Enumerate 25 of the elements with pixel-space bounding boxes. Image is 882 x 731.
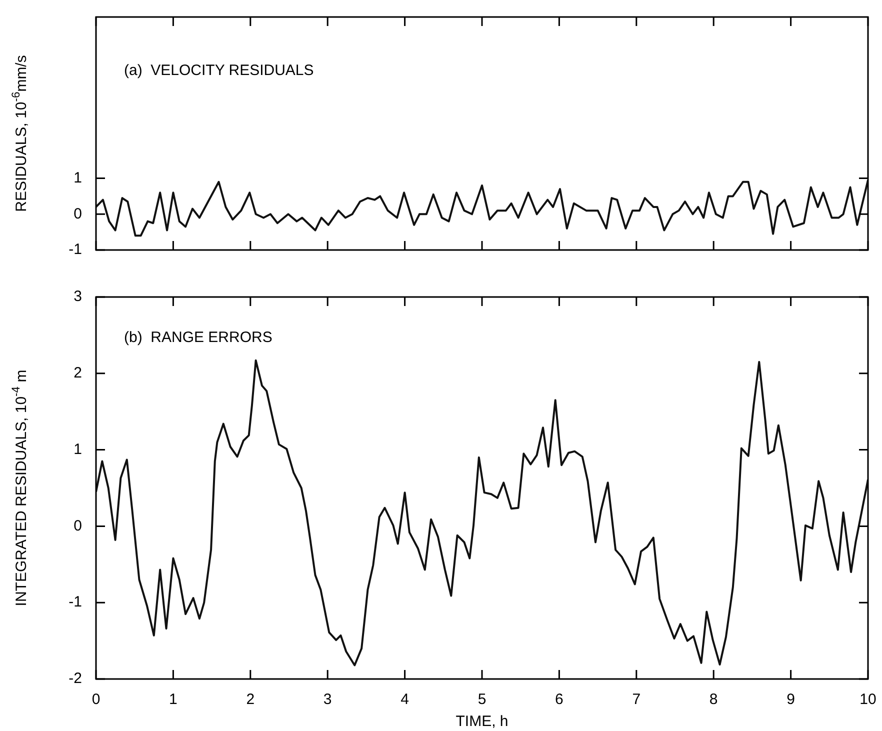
x-tick-label: 7 xyxy=(632,691,641,708)
y-axis-title: RESIDUALS, 10-6mm/s xyxy=(10,55,30,212)
x-tick-label: 0 xyxy=(92,691,100,708)
y-tick-label: 2 xyxy=(74,364,82,382)
y-tick-label: 0 xyxy=(74,517,82,534)
text: (a) VELOCITY RESIDUALS xyxy=(124,62,314,79)
x-tick-label: 3 xyxy=(323,691,332,708)
y-tick-label: -1 xyxy=(68,594,82,611)
x-tick-label: 1 xyxy=(169,691,178,708)
x-tick-label: 6 xyxy=(555,691,564,708)
y-tick-label: 0 xyxy=(74,205,82,222)
x-axis-title: TIME, h xyxy=(456,713,508,730)
y-tick-label: 3 xyxy=(74,288,82,306)
y-tick-label: -2 xyxy=(68,670,82,688)
x-tick-label: 5 xyxy=(478,691,486,708)
y-tick-label: 1 xyxy=(74,440,82,458)
y-tick-label: 1 xyxy=(74,169,82,186)
y-tick-label: -1 xyxy=(68,241,82,258)
x-tick-label: 8 xyxy=(709,691,718,708)
x-tick-label: 9 xyxy=(786,691,795,708)
x-tick-label: 10 xyxy=(860,691,876,708)
x-tick-label: 4 xyxy=(400,691,409,708)
text: (b) RANGE ERRORS xyxy=(124,329,272,346)
x-tick-label: 2 xyxy=(246,691,255,708)
y-axis-title: INTEGRATED RESIDUALS, 10-4 m xyxy=(10,370,30,606)
